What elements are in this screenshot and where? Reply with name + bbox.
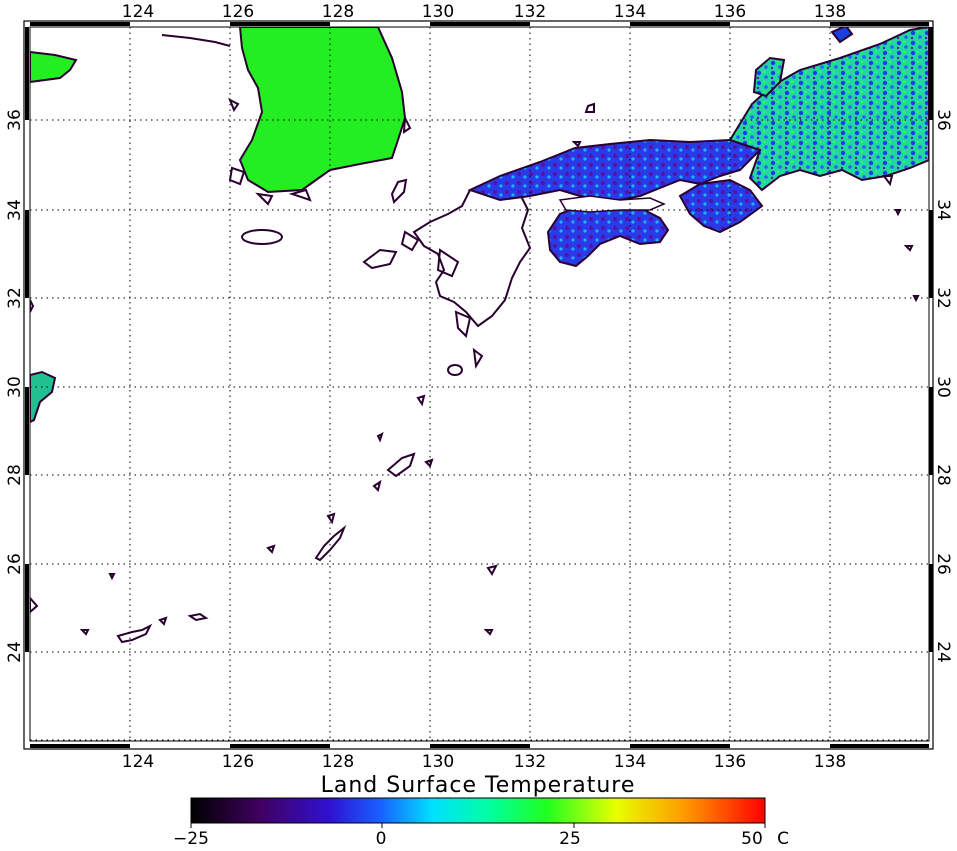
noto-peninsula bbox=[752, 56, 786, 98]
china-coast-top bbox=[30, 50, 78, 84]
china-coast-mid bbox=[30, 370, 57, 424]
lat-label-left-24: 24 bbox=[5, 641, 25, 663]
lat-label-left-26: 26 bbox=[5, 553, 25, 575]
lon-label-bottom-136: 136 bbox=[714, 752, 746, 772]
seto-inland-sea bbox=[558, 195, 666, 213]
lat-label-right-30: 30 bbox=[933, 376, 953, 398]
korea-southwest-islands bbox=[228, 97, 412, 206]
lat-label-left-28: 28 bbox=[5, 464, 25, 486]
lon-labels-bottom: 124 126 128 130 132 134 136 138 bbox=[122, 752, 846, 772]
izu-islands bbox=[571, 102, 920, 303]
lat-label-left-34: 34 bbox=[5, 199, 25, 221]
central-honshu bbox=[728, 27, 929, 192]
lat-label-right-36: 36 bbox=[933, 109, 953, 131]
lon-label-top-136: 136 bbox=[714, 2, 746, 22]
lat-label-left-32: 32 bbox=[5, 287, 25, 309]
amami-island bbox=[386, 452, 416, 478]
lon-label-bottom-132: 132 bbox=[514, 752, 546, 772]
lon-label-bottom-126: 126 bbox=[222, 752, 254, 772]
sado-island bbox=[830, 27, 854, 44]
lat-label-left-36: 36 bbox=[5, 109, 25, 131]
kyushu-island bbox=[412, 184, 532, 328]
lon-labels-top: 124 126 128 130 132 134 136 138 bbox=[122, 2, 846, 22]
lon-label-top-132: 132 bbox=[514, 2, 546, 22]
colorbar-ticks bbox=[190, 823, 766, 828]
lat-label-right-24: 24 bbox=[933, 641, 953, 663]
lon-label-bottom-130: 130 bbox=[422, 752, 454, 772]
kyushu-west-islands bbox=[362, 230, 484, 369]
tsushima-island bbox=[390, 178, 408, 204]
lat-labels-left: 36 34 32 30 28 26 24 bbox=[5, 109, 25, 663]
lon-label-top-130: 130 bbox=[422, 2, 454, 22]
lon-label-bottom-138: 138 bbox=[814, 752, 846, 772]
colorbar-unit: C bbox=[777, 829, 789, 849]
map-title: Land Surface Temperature bbox=[321, 773, 636, 798]
lon-label-bottom-134: 134 bbox=[614, 752, 646, 772]
china-coast-edge bbox=[30, 299, 39, 614]
colorbar-label-mid: 25 bbox=[559, 829, 581, 849]
lat-labels-right: 36 34 32 30 28 26 24 bbox=[933, 109, 953, 663]
korea-north-coast bbox=[161, 34, 231, 47]
land-layer bbox=[30, 27, 929, 644]
lat-label-right-28: 28 bbox=[933, 464, 953, 486]
lat-label-right-32: 32 bbox=[933, 287, 953, 309]
lon-label-top-124: 124 bbox=[122, 2, 154, 22]
lon-label-bottom-128: 128 bbox=[322, 752, 354, 772]
korea-peninsula bbox=[238, 27, 407, 194]
colorbar-label-max: 50 bbox=[741, 829, 763, 849]
lon-label-bottom-124: 124 bbox=[122, 752, 154, 772]
sakishima-islands bbox=[79, 573, 494, 644]
kii-peninsula bbox=[678, 178, 764, 234]
yakushima-island bbox=[447, 364, 463, 376]
lon-label-top-126: 126 bbox=[222, 2, 254, 22]
chugoku-region bbox=[467, 138, 762, 204]
colorbar-label-zero: 0 bbox=[376, 829, 387, 849]
lat-label-right-34: 34 bbox=[933, 199, 953, 221]
lat-label-right-26: 26 bbox=[933, 553, 953, 575]
lon-label-top-134: 134 bbox=[614, 2, 646, 22]
lat-label-left-30: 30 bbox=[5, 376, 25, 398]
colorbar bbox=[190, 797, 766, 824]
lon-label-top-128: 128 bbox=[322, 2, 354, 22]
colorbar-label-min: −25 bbox=[173, 829, 209, 849]
ryukyu-small-islands bbox=[266, 394, 498, 576]
jeju-island bbox=[241, 229, 283, 245]
graticule bbox=[30, 27, 929, 741]
lon-label-top-138: 138 bbox=[814, 2, 846, 22]
